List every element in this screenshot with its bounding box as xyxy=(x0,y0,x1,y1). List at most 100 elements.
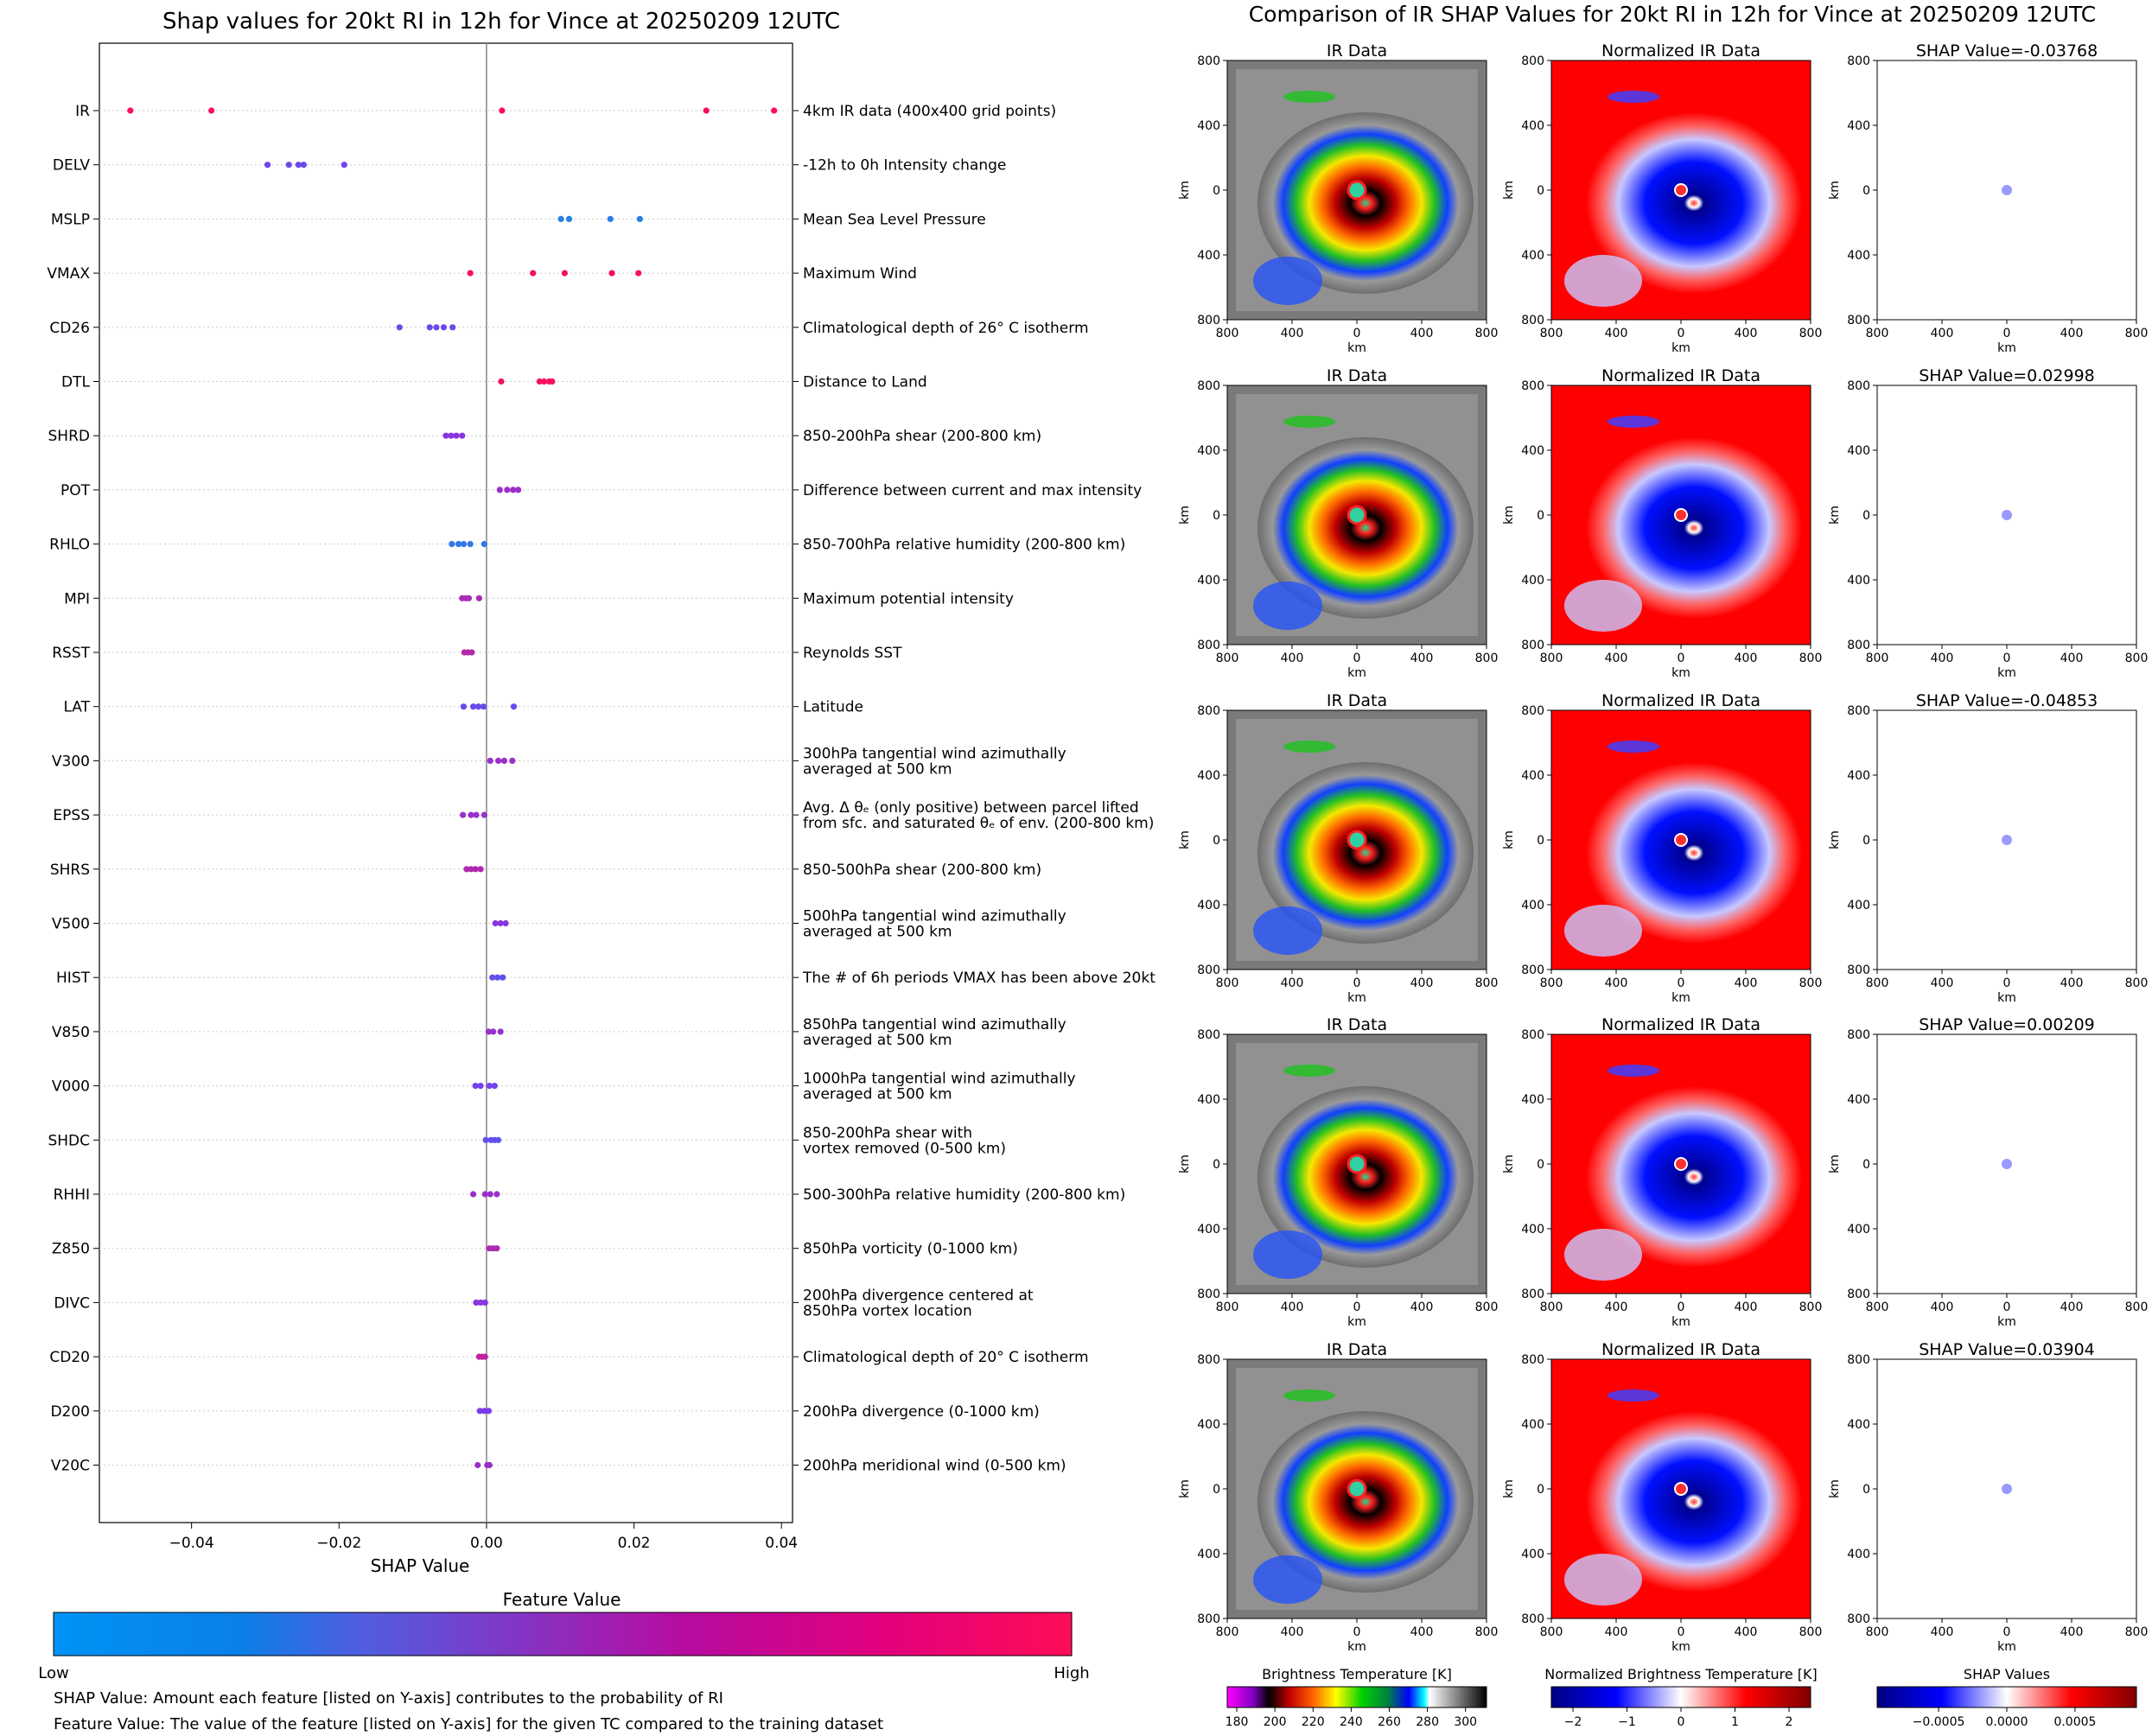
x-axis-label: km xyxy=(1997,666,2016,680)
shap-point xyxy=(497,1028,504,1035)
shap-point xyxy=(496,486,503,493)
x-tick-label: 400 xyxy=(1735,976,1758,990)
feature-code-label: MPI xyxy=(64,590,90,607)
feature-description-label: 4km IR data (400x400 grid points) xyxy=(803,103,1056,120)
shap-point xyxy=(487,1191,493,1198)
colorbar-tick-label: 1 xyxy=(1731,1715,1739,1729)
colorbar-tick-label: 200 xyxy=(1264,1715,1287,1729)
y-tick-label: 400 xyxy=(1847,249,1870,263)
y-tick-label: 0 xyxy=(1537,834,1544,848)
x-tick-label: 0 xyxy=(1353,1300,1361,1314)
y-tick-label: 400 xyxy=(1521,1418,1544,1432)
shap-point xyxy=(481,541,487,548)
ir-storm-eye xyxy=(1347,505,1367,525)
y-tick-label: 400 xyxy=(1521,444,1544,458)
shap-point xyxy=(295,162,302,169)
y-axis-label: km xyxy=(1828,1479,1842,1498)
shap-point xyxy=(469,703,477,710)
y-axis-label: km xyxy=(1178,506,1192,525)
x-axis-label: km xyxy=(1671,1640,1690,1654)
shap-point xyxy=(565,215,573,222)
colorbar-tick-label: −2 xyxy=(1564,1715,1582,1729)
x-tick-label: 800 xyxy=(1866,1300,1889,1314)
norm-panel-title: Normalized IR Data xyxy=(1601,1015,1760,1034)
shap-point xyxy=(468,649,475,656)
shap-point xyxy=(491,1083,498,1090)
y-axis-label: km xyxy=(1502,1479,1516,1498)
shap-point xyxy=(515,486,522,493)
shap-point xyxy=(127,107,134,114)
y-tick-label: 0 xyxy=(1537,1483,1544,1497)
x-axis-label: km xyxy=(1997,341,2016,355)
feature-code-label: V850 xyxy=(52,1024,90,1041)
y-tick-label: 800 xyxy=(1847,1028,1870,1042)
x-tick-label: 800 xyxy=(1799,327,1823,340)
x-tick-label: 400 xyxy=(1605,652,1628,665)
x-tick-label: 800 xyxy=(1475,1625,1499,1639)
shap-point xyxy=(472,1083,479,1090)
shap-point xyxy=(510,703,518,710)
norm-cloud-band xyxy=(1608,741,1659,753)
ir-cloud-band xyxy=(1253,1555,1322,1604)
y-tick-label: 400 xyxy=(1197,769,1220,783)
shap-point xyxy=(557,215,564,222)
y-tick-label: 800 xyxy=(1521,1612,1544,1626)
shap-eye-signal xyxy=(2002,1484,2012,1494)
y-tick-label: 400 xyxy=(1847,1418,1870,1432)
shap-point xyxy=(771,107,778,114)
y-tick-label: 800 xyxy=(1847,963,1870,977)
x-tick-label: 0 xyxy=(1678,652,1685,665)
feature-description-label: -12h to 0h Intensity change xyxy=(803,157,1006,175)
y-tick-label: 800 xyxy=(1197,963,1220,977)
x-axis-label: km xyxy=(1997,1315,2016,1329)
y-tick-label: 800 xyxy=(1847,1612,1870,1626)
x-tick-label: 400 xyxy=(1281,976,1304,990)
shap-eye-signal xyxy=(2002,510,2012,520)
colorbar-tick-label: 0.0000 xyxy=(1986,1715,2028,1729)
feature-colorbar: Feature Value Low High SHAP Value: Amoun… xyxy=(38,1589,1089,1733)
feature-description-label: 500hPa tangential wind azimuthally xyxy=(803,908,1066,925)
norm-cloud-band xyxy=(1608,1065,1659,1077)
shap-point xyxy=(208,107,215,114)
feature-colorbar-title: Feature Value xyxy=(503,1589,621,1610)
ir-storm-eye xyxy=(1347,830,1367,850)
y-tick-label: 800 xyxy=(1521,54,1544,68)
shap-point xyxy=(536,378,543,385)
shap-point xyxy=(476,1408,483,1415)
feature-code-label: POT xyxy=(60,482,91,499)
y-tick-label: 800 xyxy=(1847,1288,1870,1301)
shap-panel-title: SHAP Value=0.00209 xyxy=(1919,1015,2095,1034)
shap-panel-title: SHAP Value=-0.04853 xyxy=(1916,691,2098,710)
x-tick-label: 800 xyxy=(1216,327,1239,340)
x-tick-label: 800 xyxy=(1540,652,1563,665)
shap-point xyxy=(502,919,509,927)
y-tick-label: 0 xyxy=(1213,834,1220,848)
y-axis-label: km xyxy=(1178,1154,1192,1173)
x-tick-label: 400 xyxy=(2060,327,2084,340)
shap-value-note: SHAP Value: Amount each feature [listed … xyxy=(54,1689,723,1707)
ir-cloud-band xyxy=(1253,582,1322,630)
x-tick-label: 400 xyxy=(2060,652,2084,665)
shap-point xyxy=(477,1083,484,1090)
feature-description-label: 850-200hPa shear with xyxy=(803,1124,972,1141)
norm-storm-eye xyxy=(1674,1157,1688,1171)
feature-code-label: LAT xyxy=(63,699,90,716)
shap-point xyxy=(463,866,470,873)
feature-code-label: V500 xyxy=(52,916,90,933)
shap-point xyxy=(549,378,556,385)
colorbar-tick-label: 240 xyxy=(1340,1715,1363,1729)
shap-point xyxy=(481,1408,487,1415)
ir-cloud-band xyxy=(1283,1065,1335,1077)
y-tick-label: 800 xyxy=(1197,704,1220,718)
y-axis-label: km xyxy=(1178,181,1192,200)
feature-code-label: V20C xyxy=(51,1458,90,1475)
shap-point xyxy=(540,378,548,385)
shap-point xyxy=(485,1028,493,1035)
shap-point xyxy=(509,757,516,765)
norm-storm-eye xyxy=(1674,183,1688,197)
x-tick-label: 0 xyxy=(1353,976,1361,990)
norm-storm-image xyxy=(1586,1411,1802,1593)
y-tick-label: 800 xyxy=(1521,639,1544,652)
x-tick-label: 800 xyxy=(1799,652,1823,665)
feature-code-label: IR xyxy=(75,103,90,120)
